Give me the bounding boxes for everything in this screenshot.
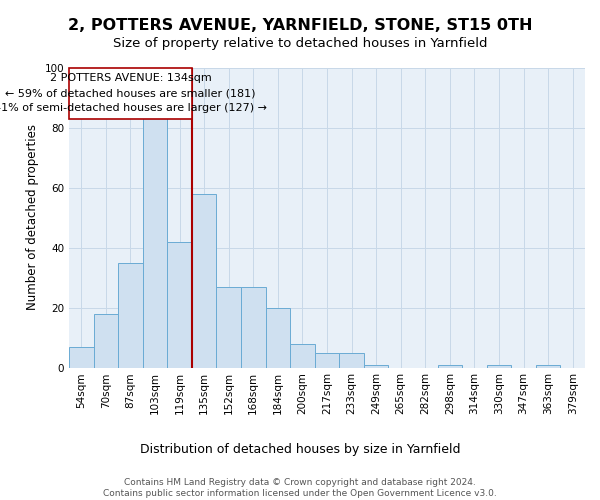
- Y-axis label: Number of detached properties: Number of detached properties: [26, 124, 39, 310]
- Bar: [536, 364, 560, 368]
- Text: 2, POTTERS AVENUE, YARNFIELD, STONE, ST15 0TH: 2, POTTERS AVENUE, YARNFIELD, STONE, ST1…: [68, 18, 532, 32]
- Text: 2 POTTERS AVENUE: 134sqm
← 59% of detached houses are smaller (181)
41% of semi-: 2 POTTERS AVENUE: 134sqm ← 59% of detach…: [0, 73, 267, 113]
- Bar: [364, 364, 388, 368]
- Bar: [487, 364, 511, 368]
- Bar: [118, 262, 143, 368]
- Text: Distribution of detached houses by size in Yarnfield: Distribution of detached houses by size …: [140, 442, 460, 456]
- Bar: [437, 364, 462, 368]
- Bar: [217, 286, 241, 368]
- Bar: [339, 352, 364, 368]
- Bar: [290, 344, 315, 367]
- Bar: [69, 68, 192, 118]
- Bar: [143, 116, 167, 368]
- Bar: [167, 242, 192, 368]
- Text: Contains HM Land Registry data © Crown copyright and database right 2024.
Contai: Contains HM Land Registry data © Crown c…: [103, 478, 497, 498]
- Bar: [192, 194, 217, 368]
- Text: Size of property relative to detached houses in Yarnfield: Size of property relative to detached ho…: [113, 38, 487, 51]
- Bar: [94, 314, 118, 368]
- Bar: [69, 346, 94, 368]
- Bar: [266, 308, 290, 368]
- Bar: [241, 286, 266, 368]
- Bar: [315, 352, 339, 368]
